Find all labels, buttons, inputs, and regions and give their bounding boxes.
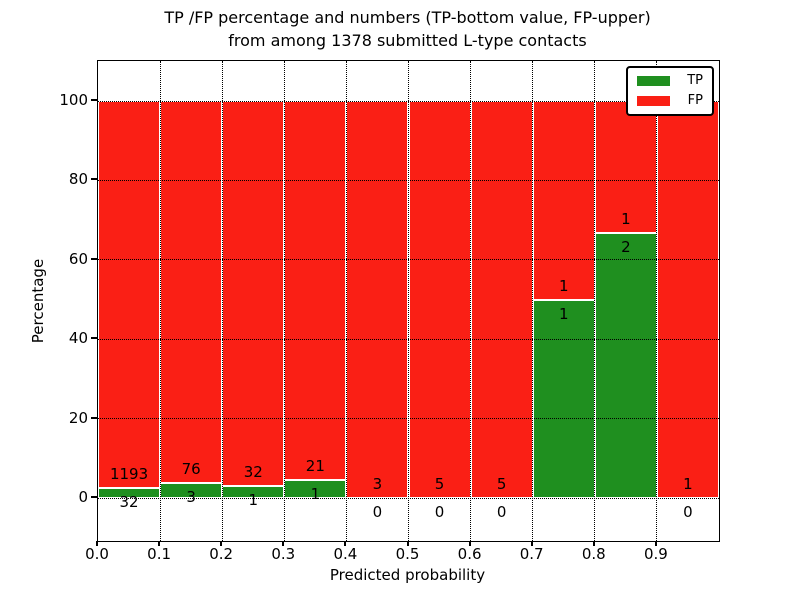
fp-count-label: 3 — [372, 475, 383, 493]
fp-count-label: 76 — [181, 459, 201, 478]
legend-swatch-fp-icon — [637, 96, 670, 106]
chart-title-line1: TP /FP percentage and numbers (TP-bottom… — [164, 8, 651, 27]
y-tick-mark — [91, 178, 97, 181]
x-tick-label: 0.8 — [581, 545, 606, 563]
bar-fp-segment — [284, 101, 347, 480]
x-tick-mark — [468, 541, 471, 546]
x-axis-label: Predicted probability — [329, 566, 486, 584]
y-tick-mark — [91, 416, 97, 419]
bar-fp-segment — [532, 101, 595, 300]
y-tick-label: 40 — [68, 329, 88, 348]
bar-tp-segment — [284, 479, 347, 498]
plot-area: 1193 32 76 3 32 1 21 1 3 0 5 0 5 0 1 1 1 2 1 0 TP FP — [97, 60, 720, 542]
x-gridline — [470, 61, 472, 541]
y-tick-mark — [91, 337, 97, 340]
tp-count-label: 0 — [496, 503, 507, 521]
tp-count-label: 1 — [310, 484, 321, 503]
y-tick-label: 0 — [78, 488, 88, 506]
bar-fp-segment — [594, 101, 657, 234]
bar-fp-segment — [408, 101, 471, 498]
tp-count-label: 3 — [186, 487, 196, 506]
y-gridline — [98, 418, 719, 420]
tp-count-label: 0 — [683, 503, 693, 521]
x-tick-label: 0.4 — [333, 545, 358, 563]
x-tick-label: 0.3 — [271, 545, 296, 563]
y-tick-mark — [91, 496, 97, 498]
x-tick-mark — [654, 541, 657, 546]
fp-count-label: 32 — [243, 462, 263, 481]
tp-count-label: 1 — [558, 304, 569, 323]
x-tick-mark — [220, 541, 223, 546]
fp-count-label: 1 — [558, 276, 569, 295]
x-gridline — [345, 61, 347, 541]
tp-count-label: 32 — [119, 492, 139, 511]
x-tick-mark — [406, 541, 409, 546]
x-gridline — [656, 61, 658, 541]
x-tick-label: 0.6 — [457, 545, 482, 563]
y-tick-label: 80 — [68, 170, 88, 189]
chart-title: TP /FP percentage and numbers (TP-bottom… — [97, 6, 718, 52]
y-gridline — [98, 497, 719, 499]
y-tick-label: 60 — [68, 249, 88, 268]
tp-count-label: 0 — [434, 503, 445, 521]
bar-fp-segment — [470, 101, 533, 498]
y-tick-label: 100 — [59, 91, 88, 109]
x-gridline — [283, 61, 285, 541]
x-tick-label: 0.1 — [147, 545, 172, 563]
bar-tp-segment — [594, 233, 657, 498]
y-tick-mark — [91, 99, 97, 101]
x-tick-label: 0.9 — [643, 545, 668, 563]
legend: TP FP — [626, 66, 714, 116]
x-tick-mark — [592, 541, 595, 546]
grid-layer — [98, 61, 719, 541]
legend-item-fp: FP — [637, 94, 703, 108]
fp-count-label: 1193 — [109, 464, 149, 483]
fp-count-label: 5 — [496, 475, 507, 493]
x-tick-mark — [96, 541, 98, 546]
fp-count-label: 1 — [621, 210, 631, 229]
bar-fp-segment — [656, 101, 719, 498]
x-tick-mark — [530, 541, 533, 546]
x-gridline — [594, 61, 596, 541]
fp-count-label: 5 — [434, 475, 445, 493]
bar-fp-segment — [160, 101, 223, 483]
x-gridline — [408, 61, 409, 541]
bar-tp-segment — [160, 482, 223, 498]
bar-tp-segment — [222, 485, 285, 498]
tp-count-label: 0 — [372, 503, 383, 521]
x-gridline — [221, 61, 223, 541]
x-tick-mark — [282, 541, 285, 546]
y-gridline — [98, 338, 719, 340]
x-tick-label: 0.0 — [85, 545, 109, 563]
x-tick-label: 0.5 — [395, 545, 420, 563]
y-gridline — [98, 179, 719, 181]
y-gridline — [98, 100, 719, 102]
fp-count-label: 21 — [305, 456, 325, 475]
bar-fp-segment — [98, 101, 161, 488]
bars-layer — [98, 61, 719, 541]
x-gridline — [159, 61, 161, 541]
bar-fp-segment — [346, 101, 409, 498]
bar-fp-segment — [222, 101, 285, 486]
fp-count-label: 1 — [683, 475, 693, 493]
x-tick-mark — [158, 541, 161, 546]
tp-count-label: 2 — [621, 238, 631, 257]
x-tick-label: 0.2 — [209, 545, 234, 563]
tp-count-label: 1 — [248, 490, 258, 509]
y-gridline — [98, 259, 719, 261]
chart-title-line2: from among 1378 submitted L-type contact… — [228, 31, 587, 50]
bar-tp-segment — [98, 487, 161, 498]
legend-swatch-tp-icon — [637, 76, 670, 86]
y-axis-label: Percentage — [29, 258, 47, 344]
x-gridline — [532, 61, 534, 541]
y-tick-label: 20 — [68, 408, 88, 427]
legend-label-fp: FP — [687, 93, 703, 108]
legend-item-tp: TP — [637, 74, 703, 88]
x-tick-label: 0.7 — [519, 545, 544, 563]
y-tick-mark — [91, 257, 97, 260]
x-tick-mark — [344, 541, 347, 546]
annotations-layer: 1193 32 76 3 32 1 21 1 3 0 5 0 5 0 1 1 1 2 1 0 — [98, 61, 719, 541]
legend-label-tp: TP — [687, 73, 703, 88]
